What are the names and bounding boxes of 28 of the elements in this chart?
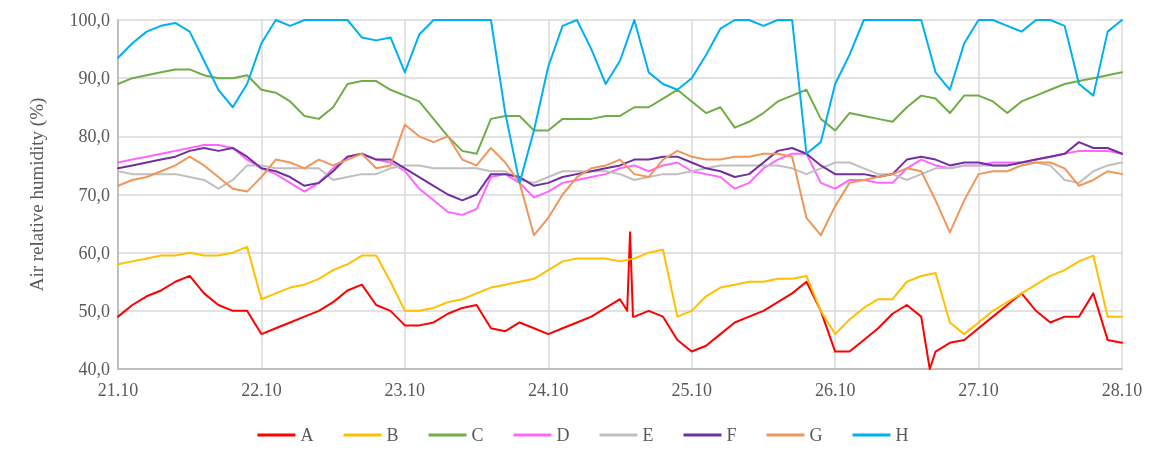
y-tick-label: 80,0 <box>78 126 110 147</box>
legend-label: C <box>471 425 484 445</box>
y-tick-label: 50,0 <box>78 300 110 321</box>
line-series <box>117 123 1123 237</box>
line-series <box>117 68 1123 155</box>
x-tick-label: 23.10 <box>384 380 426 400</box>
legend-label: F <box>726 425 737 445</box>
x-tick-label: 24.10 <box>528 380 569 400</box>
x-tick-label: 28.10 <box>1101 380 1143 400</box>
legend-label: H <box>895 425 909 445</box>
legend-label: E <box>642 425 654 445</box>
line-series <box>117 141 1123 202</box>
y-tick-label: 60,0 <box>78 242 110 263</box>
y-tick-label: 90,0 <box>78 68 110 89</box>
y-axis-title: Air relative humidity (%) <box>26 97 48 292</box>
x-tick-label: 21.10 <box>97 380 139 400</box>
x-tick-label: 22.10 <box>241 380 282 400</box>
x-tick-label: 26.10 <box>814 380 856 400</box>
y-tick-label: 40,0 <box>78 359 110 379</box>
y-tick-label: 100,0 <box>69 10 110 30</box>
legend-label: A <box>300 425 314 445</box>
legend-label: G <box>809 425 823 445</box>
y-tick-label: 70,0 <box>78 184 110 205</box>
legend-label: D <box>556 425 570 445</box>
line-series <box>117 245 1123 336</box>
x-tick-label: 27.10 <box>958 380 999 400</box>
legend-label: B <box>386 425 399 445</box>
x-tick-label: 25.10 <box>671 380 712 400</box>
